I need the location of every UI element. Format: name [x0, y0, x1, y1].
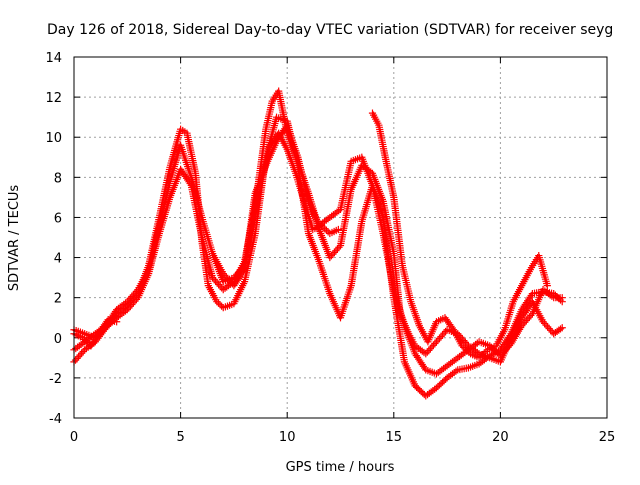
y-tick-label: 14	[45, 51, 62, 66]
data-point	[558, 294, 566, 302]
x-tick-label: 20	[492, 430, 509, 445]
plot-frame	[73, 56, 608, 419]
x-tick-label: 5	[176, 430, 184, 445]
y-tick-label: 0	[54, 332, 62, 347]
y-tick-label: 8	[54, 171, 62, 186]
grid-layer	[74, 57, 607, 418]
series-1	[70, 113, 566, 400]
y-tick-label: 2	[54, 292, 62, 307]
data-point	[334, 225, 342, 234]
y-tick-label: 12	[45, 91, 62, 106]
tick-layer: 0 5 10 15 20 25 -4 -2 0 2 4 6 8 10 12 14	[45, 51, 615, 445]
y-tick-label: 6	[54, 211, 62, 226]
y-tick-label: -2	[49, 372, 62, 387]
x-tick-label: 0	[70, 430, 78, 445]
y-tick-label: 4	[54, 252, 62, 267]
y-axis-label: SDTVAR / TECUs	[7, 185, 22, 292]
x-tick-label: 25	[599, 430, 616, 445]
marker-layer	[70, 87, 566, 400]
y-tick-label: -4	[49, 412, 62, 427]
series-3	[70, 121, 566, 378]
y-tick-label: 10	[45, 131, 62, 146]
data-point	[113, 318, 121, 326]
x-tick-label: 10	[279, 430, 296, 445]
series-4	[70, 109, 551, 362]
x-tick-label: 15	[386, 430, 403, 445]
data-point	[543, 282, 551, 290]
chart-title: Day 126 of 2018, Sidereal Day-to-day VTE…	[47, 22, 613, 38]
data-point	[558, 324, 566, 332]
x-axis-label: GPS time / hours	[286, 460, 395, 475]
